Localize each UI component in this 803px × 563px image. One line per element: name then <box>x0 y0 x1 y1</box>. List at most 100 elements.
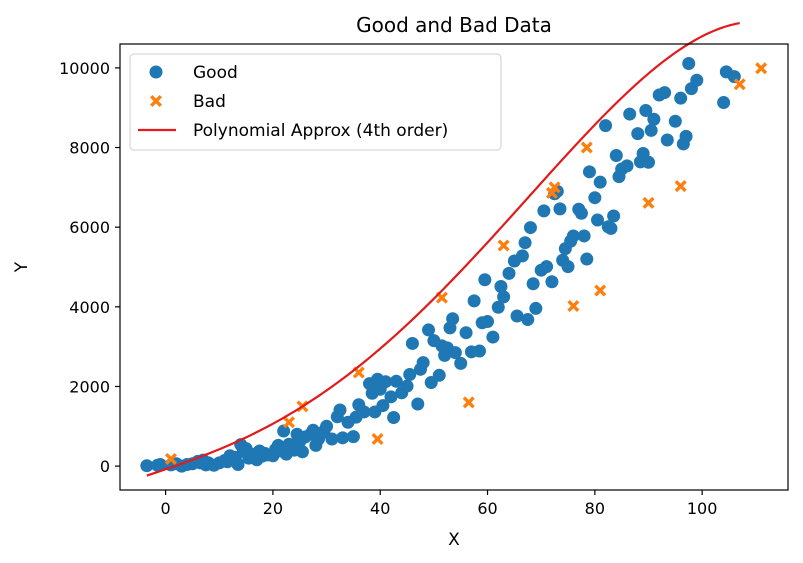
bad-point <box>674 180 687 193</box>
legend-poly-label: Polynomial Approx (4th order) <box>193 121 448 141</box>
y-tick-label: 4000 <box>69 298 110 317</box>
good-point <box>446 312 460 326</box>
good-point <box>717 96 731 110</box>
good-point <box>540 260 554 274</box>
legend-good-label: Good <box>193 63 238 83</box>
x-axis-label: X <box>448 530 460 550</box>
good-point <box>518 236 532 250</box>
good-point <box>588 191 602 205</box>
good-point <box>639 104 653 117</box>
y-tick-label: 2000 <box>69 377 110 396</box>
good-point <box>521 313 535 327</box>
y-axis-label: Y <box>12 261 32 273</box>
good-point <box>459 326 473 340</box>
bad-point <box>567 300 580 313</box>
good-point <box>478 273 492 287</box>
good-point <box>333 403 347 417</box>
bad-point <box>733 78 746 91</box>
y-tick-label: 0 <box>100 457 110 476</box>
legend-good-marker <box>149 65 163 79</box>
good-point <box>416 356 430 370</box>
good-point <box>599 119 613 133</box>
good-point <box>502 266 516 280</box>
good-point <box>384 390 398 404</box>
good-point <box>320 419 334 433</box>
good-point <box>467 294 481 308</box>
x-tick-label: 0 <box>161 499 171 518</box>
good-point <box>497 290 511 304</box>
bad-point <box>548 181 561 194</box>
legend-bad-label: Bad <box>193 92 226 112</box>
good-point <box>277 424 291 438</box>
legend-bad-marker <box>150 95 162 107</box>
good-point <box>379 375 393 389</box>
good-point <box>153 458 167 472</box>
good-point <box>642 155 655 169</box>
good-point <box>231 458 245 472</box>
good-point <box>644 123 658 137</box>
y-tick-label: 10000 <box>59 59 110 78</box>
good-point <box>545 275 559 289</box>
good-point <box>486 330 500 344</box>
good-point <box>623 107 637 121</box>
good-point <box>577 229 591 243</box>
x-axis: 0 20 40 60 80 100 <box>161 490 718 518</box>
plot-frame <box>119 43 789 491</box>
good-point <box>515 249 529 263</box>
x-tick-label: 20 <box>263 499 283 518</box>
good-point <box>582 165 596 179</box>
good-point <box>481 315 495 329</box>
good-point <box>325 432 339 446</box>
bad-point <box>497 239 510 252</box>
polynomial-fit-line <box>146 21 740 477</box>
good-point <box>510 309 524 323</box>
good-point <box>357 405 371 419</box>
bad-point <box>642 196 655 209</box>
bad-point <box>164 452 177 465</box>
good-point <box>574 206 588 220</box>
good-point <box>537 204 551 218</box>
good-point <box>295 445 309 459</box>
good-point <box>553 202 567 216</box>
good-point <box>690 73 704 87</box>
bad-point <box>580 141 593 154</box>
good-point <box>668 114 682 128</box>
good-point <box>607 209 621 223</box>
x-tick-label: 80 <box>585 499 605 518</box>
good-point <box>403 368 417 382</box>
good-point <box>679 129 693 143</box>
legend-frame <box>129 53 502 151</box>
bad-point <box>755 62 768 75</box>
bad-point <box>462 396 475 409</box>
x-tick-label: 100 <box>687 499 718 518</box>
good-point <box>674 91 688 105</box>
good-point <box>660 133 674 147</box>
x-tick-label: 60 <box>477 499 497 518</box>
good-point <box>432 368 446 382</box>
good-point <box>647 112 661 126</box>
good-point <box>580 252 594 266</box>
good-point <box>561 260 575 274</box>
good-point <box>526 277 540 291</box>
good-point <box>472 344 486 358</box>
good-point <box>494 280 508 294</box>
good-point <box>400 379 414 393</box>
good-point <box>422 323 436 337</box>
good-point <box>609 149 623 162</box>
good-point <box>604 221 618 235</box>
good-point <box>620 159 634 173</box>
good-point <box>405 336 419 350</box>
good-point <box>387 411 401 425</box>
good-point <box>658 86 672 100</box>
legend: Good Bad Polynomial Approx (4th order) <box>129 53 502 151</box>
y-tick-label: 8000 <box>69 139 110 158</box>
good-point <box>454 356 468 370</box>
good-point <box>376 399 390 413</box>
chart-title: Good and Bad Data <box>356 13 552 37</box>
good-point <box>336 431 350 445</box>
bad-point <box>594 284 607 297</box>
good-point <box>591 213 605 227</box>
good-point <box>593 175 607 189</box>
bad-point <box>371 433 384 446</box>
